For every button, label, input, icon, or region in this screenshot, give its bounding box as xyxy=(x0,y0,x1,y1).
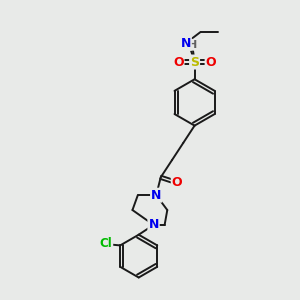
Text: N: N xyxy=(151,189,161,202)
Text: O: O xyxy=(172,176,182,189)
Text: S: S xyxy=(190,56,199,68)
Text: H: H xyxy=(188,40,197,50)
Text: O: O xyxy=(206,56,216,68)
Text: N: N xyxy=(148,218,159,231)
Text: O: O xyxy=(173,56,184,68)
Text: N: N xyxy=(181,37,191,50)
Text: Cl: Cl xyxy=(100,237,112,250)
